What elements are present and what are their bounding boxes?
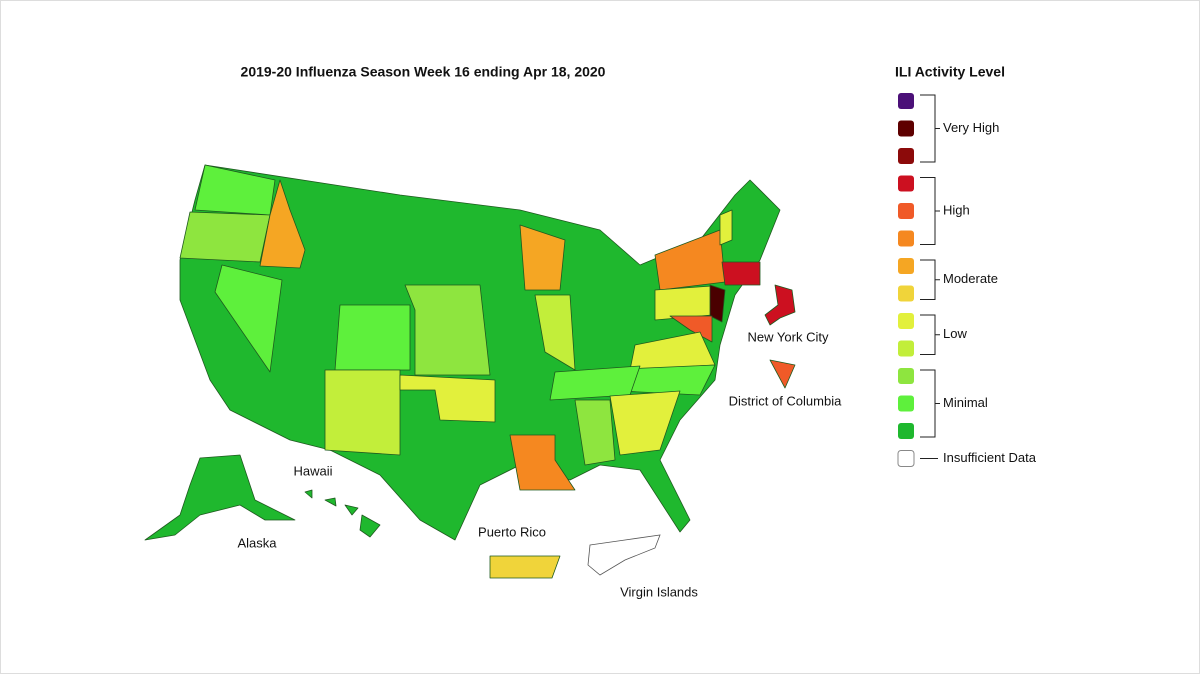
legend-title: ILI Activity Level xyxy=(895,64,1005,80)
legend-swatch xyxy=(898,368,914,384)
legend-swatch xyxy=(897,450,915,467)
region-label: Hawaii xyxy=(293,463,332,478)
legend-label: Minimal xyxy=(943,395,988,410)
legend-swatch xyxy=(898,423,914,439)
legend-swatch xyxy=(898,395,914,412)
legend-swatch xyxy=(898,258,914,274)
region-label: Virgin Islands xyxy=(620,584,698,599)
legend-bracket xyxy=(920,259,940,300)
legend-swatch xyxy=(898,230,914,247)
legend-bracket xyxy=(920,369,940,438)
legend-label: High xyxy=(943,202,970,217)
legend-bracket xyxy=(920,177,940,245)
legend-swatch xyxy=(898,120,914,137)
region-label: Puerto Rico xyxy=(478,524,546,539)
us-map xyxy=(144,164,796,579)
legend-swatch xyxy=(898,340,914,357)
map-title: 2019-20 Influenza Season Week 16 ending … xyxy=(241,64,606,80)
legend-swatch xyxy=(898,148,914,164)
legend-label: Insufficient Data xyxy=(943,450,1037,465)
legend-bracket xyxy=(920,94,940,163)
legend-swatch xyxy=(898,313,914,329)
legend-swatch xyxy=(898,175,914,192)
legend-label: Low xyxy=(943,326,967,341)
legend-swatch xyxy=(898,285,914,302)
legend-label: Moderate xyxy=(943,271,998,286)
region-label: New York City xyxy=(748,329,829,344)
legend-swatch xyxy=(898,93,914,109)
region-label: District of Columbia xyxy=(729,393,842,408)
legend-label: Very High xyxy=(943,120,999,135)
region-label: Alaska xyxy=(237,535,277,550)
legend-bracket xyxy=(920,314,940,355)
legend: Very High High Moderate Low Minimal Insuffici… xyxy=(897,93,1037,467)
legend-swatch xyxy=(898,203,914,219)
